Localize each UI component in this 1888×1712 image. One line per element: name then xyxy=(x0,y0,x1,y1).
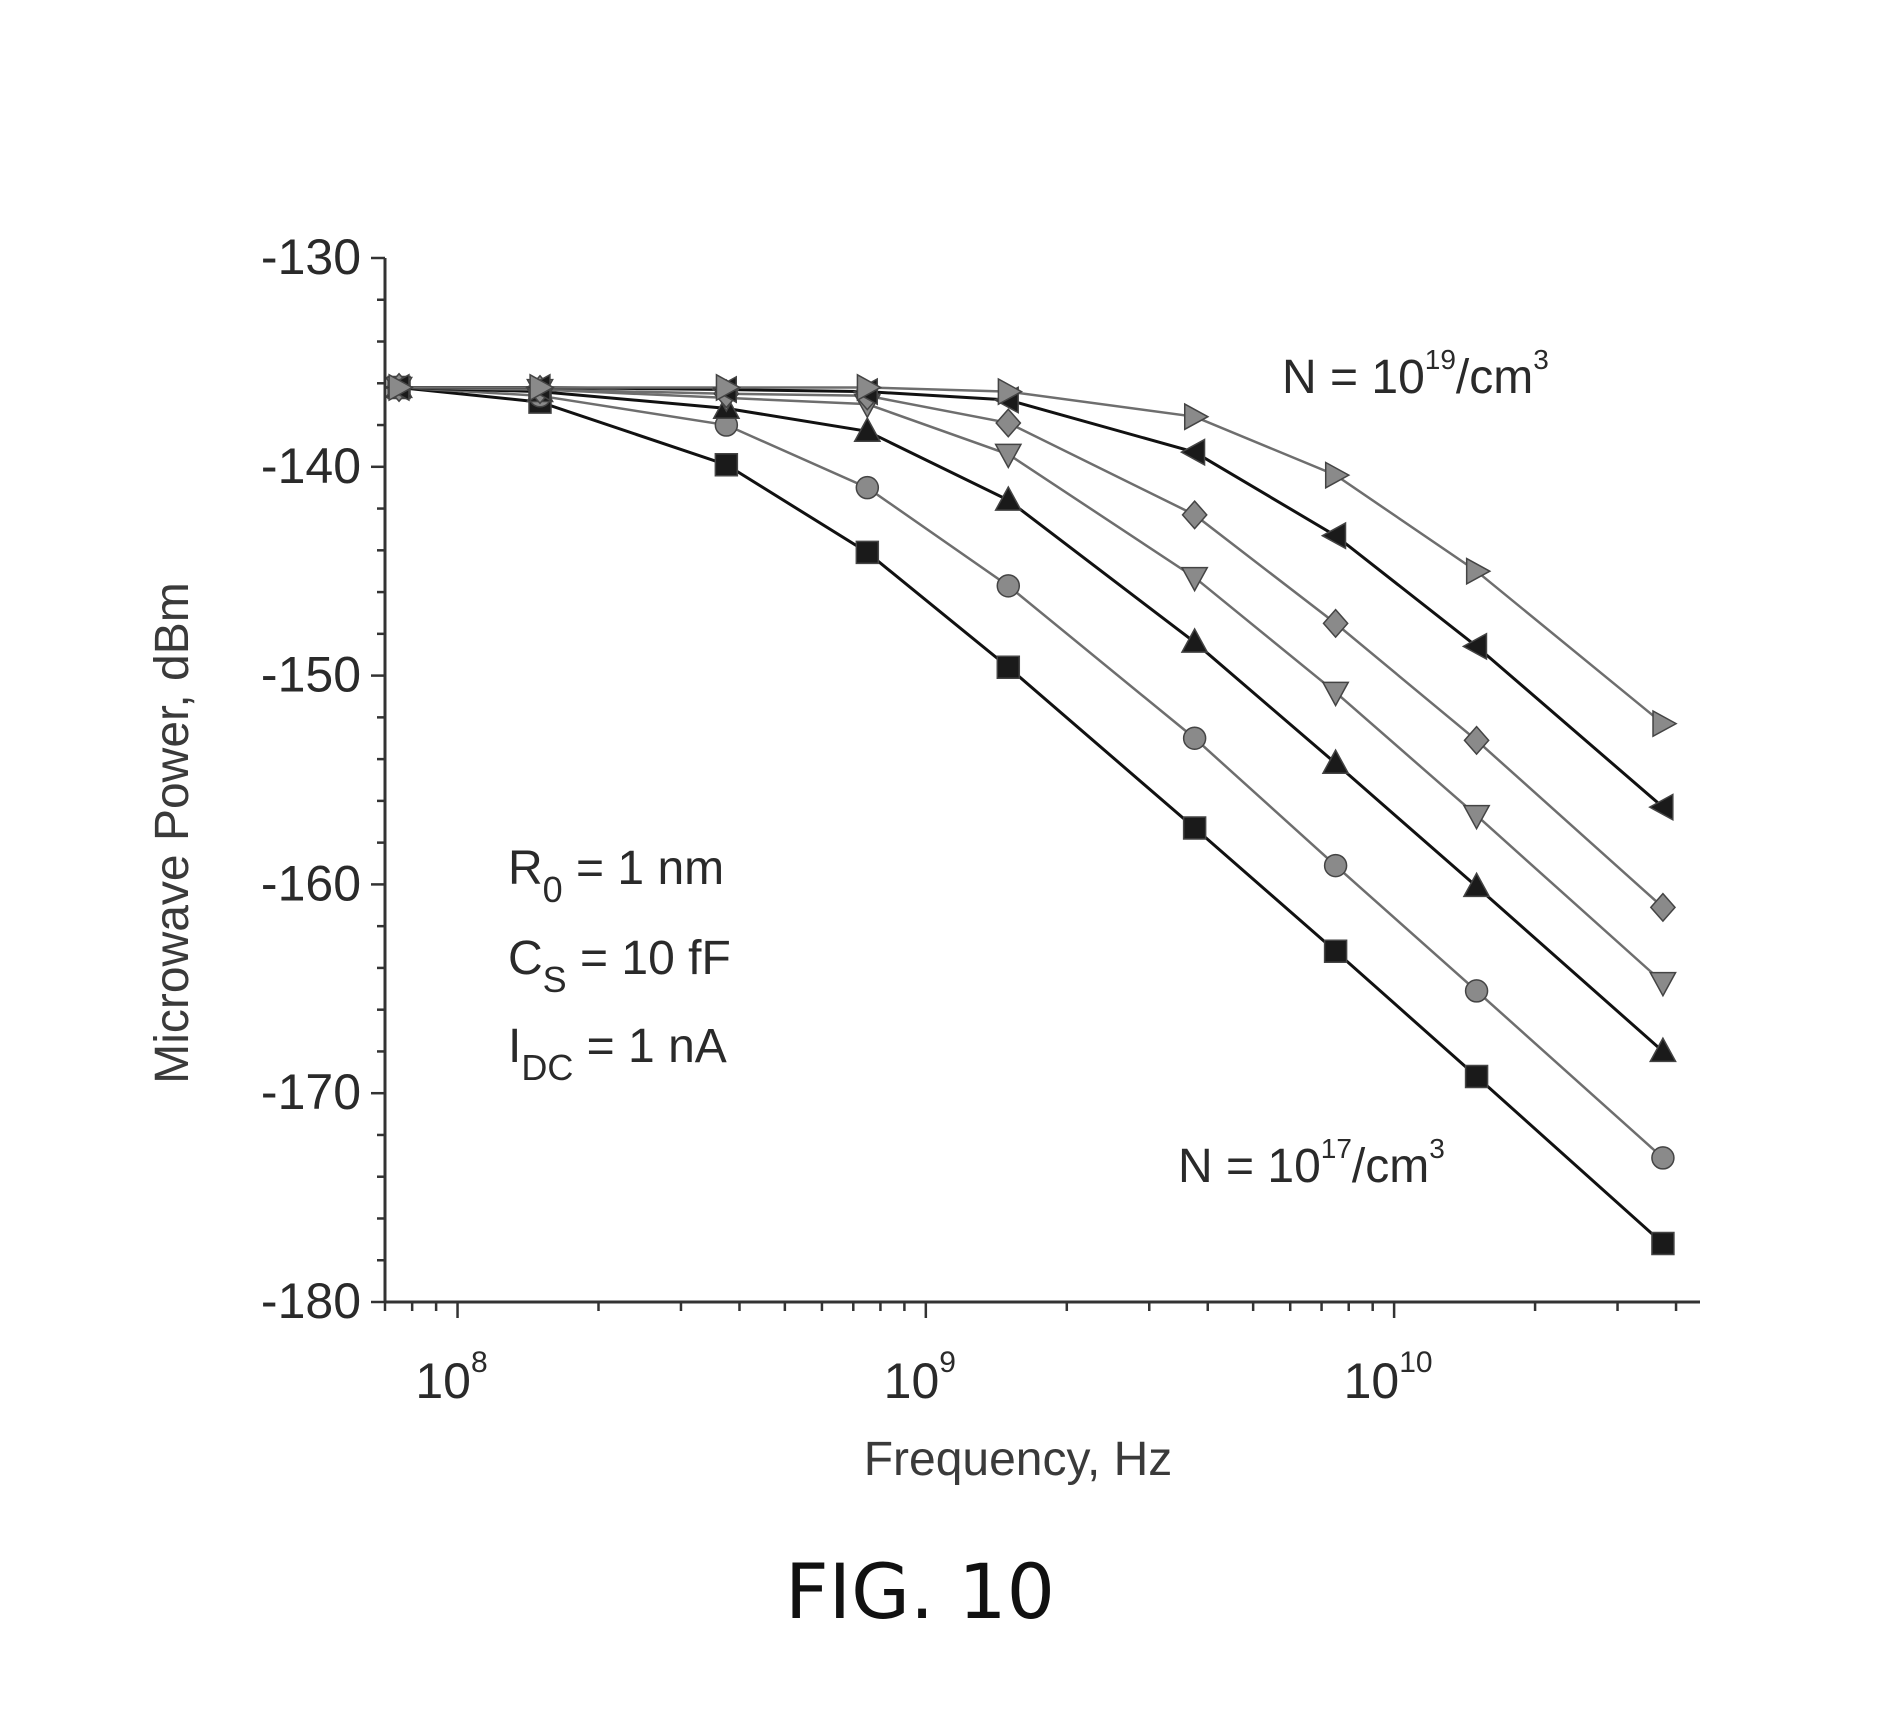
y-tick-label: -160 xyxy=(261,855,361,911)
data-point-square xyxy=(997,656,1019,678)
annotation-cs-main: C xyxy=(508,932,543,985)
data-point-diamond xyxy=(1464,727,1488,755)
data-point-triangle-left xyxy=(1181,440,1204,465)
x-tick-label: 109 xyxy=(884,1346,956,1409)
axes: -180 -170 -160 -150 -140 -130 108 109 1010 xyxy=(261,229,1700,1409)
annotation-r0-main: R xyxy=(508,842,543,895)
data-point-triangle-down xyxy=(1182,568,1207,591)
annotation-bottom-unit-exp: 3 xyxy=(1429,1133,1445,1164)
data-point-diamond xyxy=(1324,610,1348,638)
data-point-diamond xyxy=(1651,894,1675,922)
series-line-triangle-right xyxy=(399,387,1663,723)
data-point-diamond xyxy=(996,409,1020,437)
data-point-square xyxy=(1184,817,1206,839)
data-point-triangle-right xyxy=(1653,711,1676,736)
annotation-cs: CS = 10 fF xyxy=(508,932,731,1000)
data-point-square xyxy=(1466,1065,1488,1087)
data-point-diamond xyxy=(1183,501,1207,528)
annotation-top-density: N = 1019/cm3 xyxy=(1282,344,1549,404)
x-tick-label: 108 xyxy=(415,1346,487,1409)
y-tick-label: -180 xyxy=(261,1273,361,1329)
data-point-triangle-right xyxy=(1326,463,1349,488)
data-point-triangle-up xyxy=(996,487,1021,510)
annotation-r0-rest: = 1 nm xyxy=(563,842,724,895)
annotation-idc-sub: DC xyxy=(521,1047,573,1088)
annotation-bottom-density: N = 1017/cm3 xyxy=(1178,1133,1445,1193)
data-point-triangle-down xyxy=(1464,806,1489,829)
data-point-square xyxy=(715,454,737,476)
data-point-triangle-down xyxy=(1650,973,1675,996)
data-point-square xyxy=(1652,1233,1674,1255)
x-axis-title: Frequency, Hz xyxy=(864,1433,1173,1486)
series-markers xyxy=(386,374,1676,1255)
annotation-r0-sub: 0 xyxy=(543,869,563,910)
annotation-cs-rest: = 10 fF xyxy=(567,932,731,985)
data-point-circle xyxy=(1184,727,1206,749)
annotation-idc-rest: = 1 nA xyxy=(573,1020,726,1073)
annotation-bottom-exp: 17 xyxy=(1321,1133,1352,1164)
y-tick-label: -140 xyxy=(261,438,361,494)
data-point-square xyxy=(1325,940,1347,962)
data-point-circle xyxy=(1652,1147,1674,1169)
data-point-square xyxy=(856,541,878,563)
data-point-triangle-left xyxy=(1322,523,1345,548)
data-point-circle xyxy=(1325,855,1347,877)
data-point-triangle-up xyxy=(1464,873,1489,896)
annotation-idc: IDC = 1 nA xyxy=(508,1020,727,1088)
data-point-triangle-down xyxy=(1323,682,1348,705)
data-point-circle xyxy=(1466,980,1488,1002)
x-tick-label: 1010 xyxy=(1344,1346,1433,1409)
annotation-idc-main: I xyxy=(508,1020,521,1073)
y-axis-title: Microwave Power, dBm xyxy=(146,582,199,1084)
y-tick-label: -170 xyxy=(261,1064,361,1120)
y-tick-label: -150 xyxy=(261,647,361,703)
annotation-top-unit-exp: 3 xyxy=(1533,344,1549,375)
data-point-triangle-up xyxy=(1323,750,1348,773)
annotation-r0: R0 = 1 nm xyxy=(508,842,724,910)
annotation-top-unit: /cm xyxy=(1456,351,1533,404)
annotation-cs-sub: S xyxy=(543,959,567,1000)
data-point-triangle-up xyxy=(1182,629,1207,652)
annotation-top-prefix: N = 10 xyxy=(1282,351,1425,404)
data-point-circle xyxy=(856,477,878,499)
data-point-triangle-down xyxy=(996,444,1021,467)
annotation-top-exp: 19 xyxy=(1425,344,1456,375)
figure-caption: FIG. 10 xyxy=(785,1547,1055,1636)
data-point-triangle-right xyxy=(1185,404,1208,429)
data-point-circle xyxy=(997,575,1019,597)
annotation-bottom-prefix: N = 10 xyxy=(1178,1140,1321,1193)
y-tick-label: -130 xyxy=(261,229,361,285)
annotation-bottom-unit: /cm xyxy=(1352,1140,1429,1193)
